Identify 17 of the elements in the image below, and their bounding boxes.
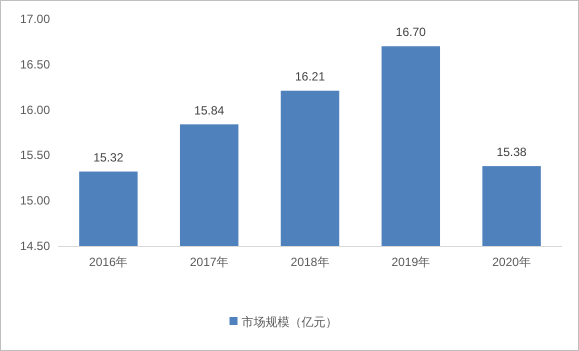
legend-label: 市场规模（亿元） (242, 315, 338, 329)
x-tick-label: 2017年 (190, 255, 229, 269)
y-tick-label: 15.00 (20, 194, 50, 208)
data-label: 16.70 (396, 25, 426, 40)
y-tick-label: 15.50 (20, 148, 50, 162)
data-label: 16.21 (294, 70, 326, 84)
x-tick-label: 2016年 (89, 255, 128, 269)
y-tick-label: 16.50 (20, 57, 50, 72)
data-label: 15.38 (496, 145, 527, 160)
x-tick-label: 2020年 (492, 255, 531, 269)
data-label: 15.84 (194, 103, 225, 118)
y-tick-label: 14.50 (20, 239, 50, 253)
data-label: 15.32 (93, 150, 124, 165)
x-tick-label: 2018年 (290, 255, 330, 269)
x-tick-label: 2019年 (391, 255, 430, 269)
y-tick-label: 17.00 (20, 12, 50, 26)
y-tick-label: 16.00 (20, 102, 50, 117)
